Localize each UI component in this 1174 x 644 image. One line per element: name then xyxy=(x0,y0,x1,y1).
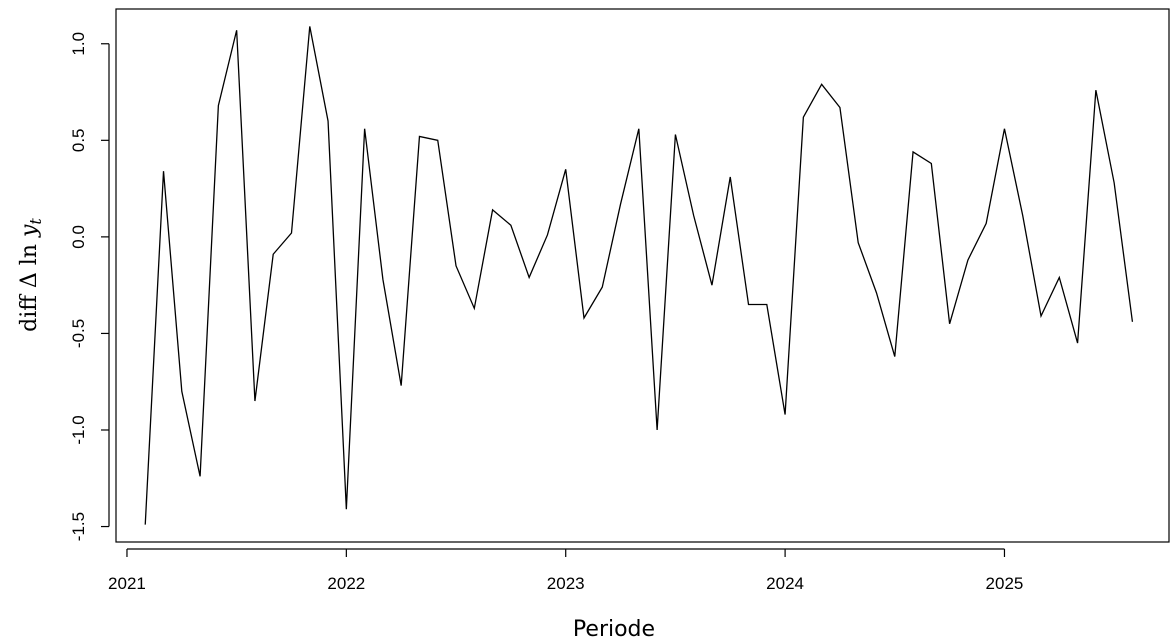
x-tick-label: 2021 xyxy=(108,574,146,593)
data-point xyxy=(254,400,256,402)
data-points xyxy=(144,26,1133,526)
data-point xyxy=(309,26,311,28)
data-point xyxy=(364,128,366,130)
data-point xyxy=(1059,277,1061,279)
series-line xyxy=(144,26,1134,525)
data-point xyxy=(894,356,896,358)
y-axis: -1.5 -1.0 -0.5 0.0 0.5 1.0 xyxy=(69,32,110,541)
data-point xyxy=(492,209,494,211)
data-point xyxy=(1077,342,1079,344)
data-point xyxy=(748,304,750,306)
data-point xyxy=(455,265,457,267)
y-tick-label: 0.5 xyxy=(69,128,88,152)
data-point xyxy=(382,279,384,281)
data-point xyxy=(803,116,805,118)
data-point xyxy=(931,163,933,165)
x-axis: 2021 2022 2023 2024 2025 xyxy=(108,548,1024,593)
data-point xyxy=(346,508,348,510)
data-point xyxy=(1040,315,1042,317)
data-point xyxy=(528,277,530,279)
data-point xyxy=(163,170,165,172)
data-point xyxy=(949,323,951,325)
data-point xyxy=(199,476,201,478)
y-tick-label: -0.5 xyxy=(69,319,88,348)
data-point xyxy=(985,223,987,225)
data-point xyxy=(729,176,731,178)
data-point xyxy=(857,242,859,244)
data-point xyxy=(327,120,329,122)
data-point xyxy=(547,234,549,236)
data-point xyxy=(1022,215,1024,217)
data-point xyxy=(218,105,220,107)
data-point xyxy=(272,253,274,255)
data-point xyxy=(711,284,713,286)
data-point xyxy=(400,385,402,387)
data-point xyxy=(766,304,768,306)
data-point xyxy=(839,107,841,109)
data-point xyxy=(967,259,969,261)
data-point xyxy=(620,203,622,205)
x-tick-label: 2022 xyxy=(327,574,365,593)
x-tick-label: 2023 xyxy=(547,574,585,593)
data-point xyxy=(656,429,658,431)
data-point xyxy=(638,128,640,130)
data-point xyxy=(876,292,878,294)
y-tick-label: 1.0 xyxy=(69,32,88,56)
y-tick-label: 0.0 xyxy=(69,225,88,249)
data-point xyxy=(1132,321,1134,323)
data-point xyxy=(1095,89,1097,91)
plot-frame xyxy=(115,8,1170,543)
data-point xyxy=(583,317,585,319)
data-point xyxy=(912,151,914,153)
data-point xyxy=(565,168,567,170)
data-point xyxy=(419,136,421,138)
data-point xyxy=(675,134,677,136)
y-axis-title-prefix: diff Δ ln xyxy=(17,237,42,332)
y-axis-title: diff Δ ln yt xyxy=(17,218,45,332)
x-tick-label: 2025 xyxy=(986,574,1024,593)
x-tick-label: 2024 xyxy=(766,574,804,593)
data-point xyxy=(144,524,146,526)
y-axis-title-sub: t xyxy=(26,218,45,225)
y-tick-label: -1.0 xyxy=(69,415,88,444)
data-point xyxy=(821,84,823,86)
data-point xyxy=(693,215,695,217)
x-axis-title: Periode xyxy=(573,617,655,642)
data-point xyxy=(474,308,476,310)
data-point xyxy=(510,224,512,226)
data-point xyxy=(437,140,439,142)
y-axis-title-var: y xyxy=(17,224,42,238)
data-point xyxy=(1113,182,1115,184)
data-point xyxy=(291,232,293,234)
data-point xyxy=(784,414,786,416)
data-point xyxy=(601,286,603,288)
data-point xyxy=(181,391,183,393)
data-point xyxy=(236,29,238,31)
data-point xyxy=(1004,128,1006,130)
y-tick-label: -1.5 xyxy=(69,512,88,541)
